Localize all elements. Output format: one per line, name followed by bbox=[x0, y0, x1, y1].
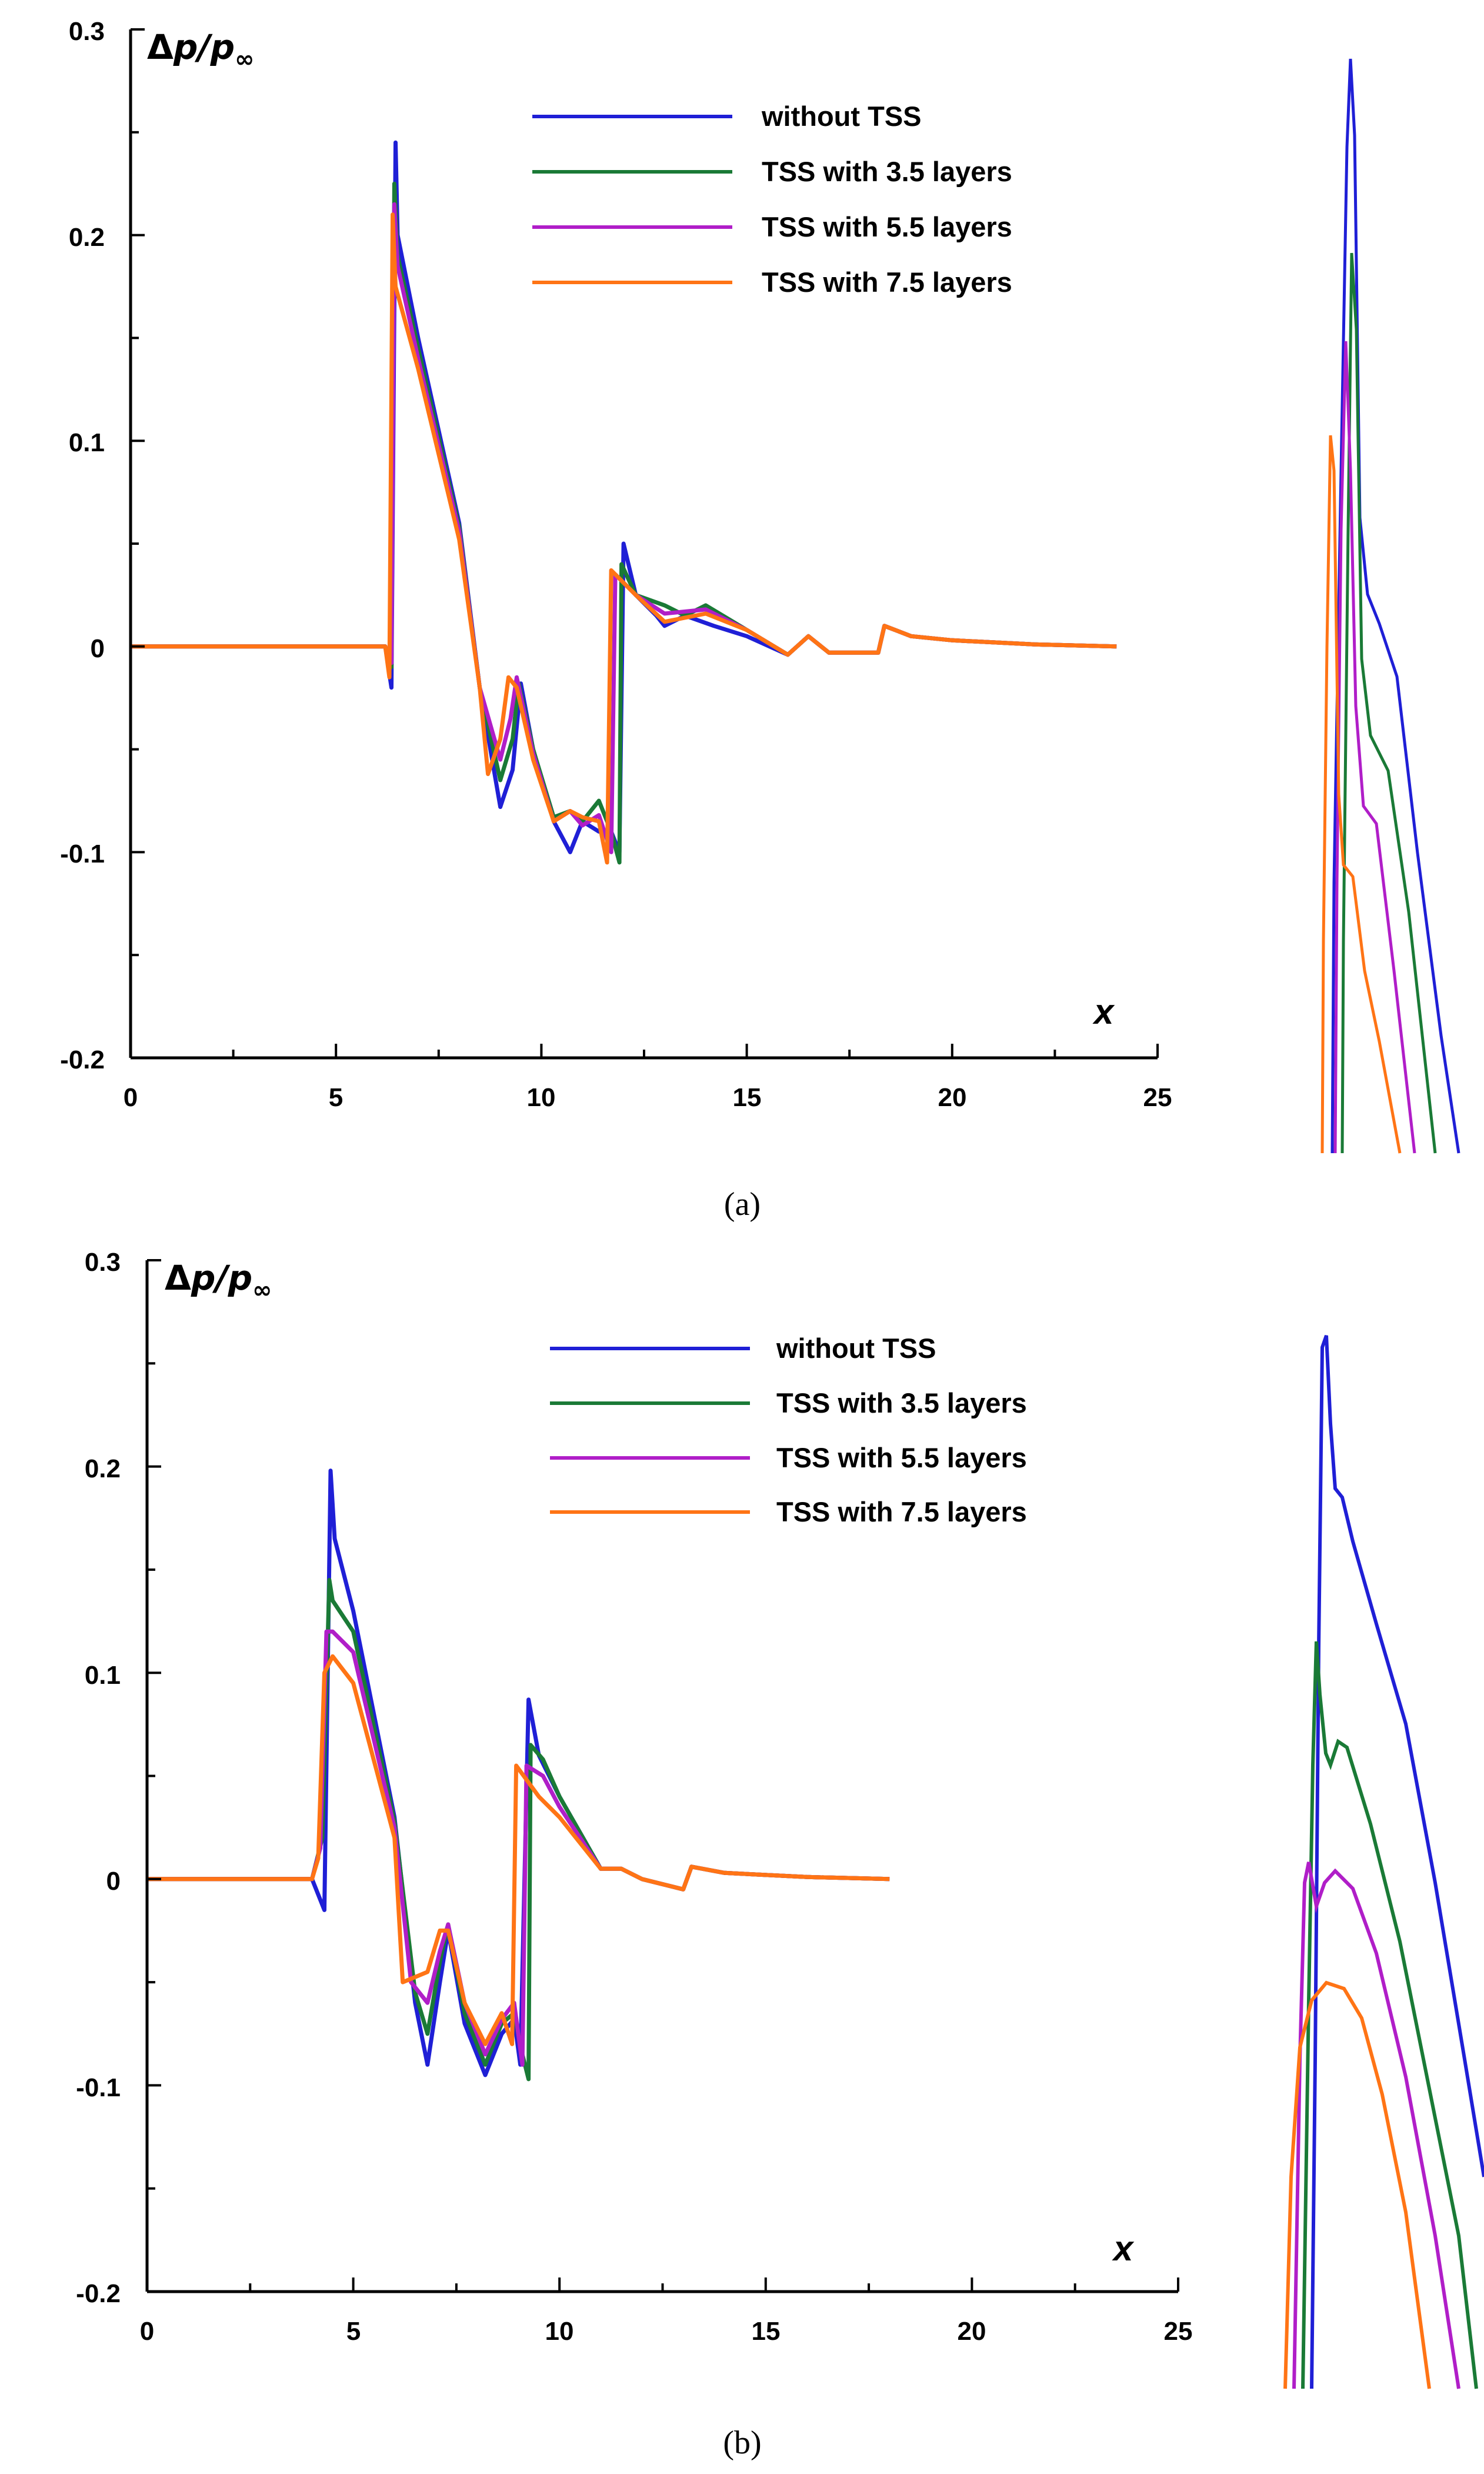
y-tick-label-a-1: 0.2 bbox=[69, 223, 105, 252]
x-tick-label-a-4: 20 bbox=[938, 1083, 967, 1112]
y-axis-title-b-p: p bbox=[191, 1258, 216, 1298]
y-tick-label-a-0: 0.3 bbox=[69, 17, 105, 46]
x-axis-title-b: x bbox=[1112, 2229, 1135, 2268]
zoom-curve-b-1 bbox=[1301, 1641, 1478, 2389]
x-tick-label-a-2: 10 bbox=[527, 1083, 556, 1112]
y-axis-title-a: Δp/p∞ bbox=[147, 27, 254, 73]
legend-label-b-0: without TSS bbox=[776, 1333, 936, 1364]
y-axis-title-a-p: p bbox=[173, 27, 198, 67]
y-tick-label-a-3: 0 bbox=[91, 634, 105, 663]
y-axis-title-b-sub: ∞ bbox=[252, 1277, 272, 1304]
panel-b: 0.3 0.2 0.1 0 -0.1 -0.2 0 5 10 15 20 25 … bbox=[76, 1248, 1484, 2461]
series-line-a-3 bbox=[131, 212, 1117, 865]
x-tick-label-a-0: 0 bbox=[124, 1083, 138, 1112]
legend-a: without TSS TSS with 3.5 layers TSS with… bbox=[532, 101, 1012, 298]
zoom-curve-b-0 bbox=[1310, 1335, 1484, 2389]
y-tick-label-b-5: -0.2 bbox=[76, 2279, 121, 2308]
series-line-a-2 bbox=[131, 202, 1117, 854]
y-tick-label-a-2: 0.1 bbox=[69, 428, 105, 457]
y-axis-title-b-slash: / bbox=[212, 1258, 231, 1298]
plot-area-b bbox=[147, 1469, 890, 2082]
y-axis-title-b-delta: Δ bbox=[165, 1258, 191, 1298]
legend-label-b-2: TSS with 5.5 layers bbox=[776, 1442, 1027, 1473]
y-tick-label-b-3: 0 bbox=[106, 1867, 121, 1896]
legend-b: without TSS TSS with 3.5 layers TSS with… bbox=[550, 1333, 1027, 1527]
series-line-b-2 bbox=[147, 1629, 890, 2067]
x-tick-label-a-5: 25 bbox=[1143, 1083, 1172, 1112]
zoom-inset-b bbox=[1283, 1335, 1484, 2389]
legend-label-a-3: TSS with 7.5 layers bbox=[762, 267, 1012, 298]
x-tick-label-b-2: 10 bbox=[545, 2317, 574, 2346]
zoom-curve-a-3 bbox=[1320, 435, 1402, 1154]
y-tick-label-a-4: -0.1 bbox=[60, 840, 105, 868]
x-tick-label-b-3: 15 bbox=[752, 2317, 781, 2346]
series-line-b-1 bbox=[147, 1577, 890, 2082]
x-tick-label-a-1: 5 bbox=[329, 1083, 343, 1112]
plot-area-a bbox=[131, 140, 1117, 865]
y-tick-label-b-1: 0.2 bbox=[85, 1454, 121, 1483]
y-axis-title-a-p2: p bbox=[210, 27, 235, 67]
legend-label-b-1: TSS with 3.5 layers bbox=[776, 1387, 1027, 1419]
zoom-curve-b-2 bbox=[1292, 1862, 1460, 2389]
x-tick-label-b-0: 0 bbox=[140, 2317, 154, 2346]
y-axis-title-a-sub: ∞ bbox=[235, 46, 254, 73]
y-axis-title-a-delta: Δ bbox=[147, 27, 174, 67]
x-tick-label-b-5: 25 bbox=[1164, 2317, 1193, 2346]
legend-label-a-2: TSS with 5.5 layers bbox=[762, 211, 1012, 242]
zoom-curve-a-2 bbox=[1333, 341, 1416, 1154]
zoom-inset-a bbox=[1320, 58, 1460, 1154]
caption-a: (a) bbox=[724, 1186, 761, 1223]
y-tick-label-a-5: -0.2 bbox=[60, 1045, 105, 1074]
x-tick-label-a-3: 15 bbox=[733, 1083, 762, 1112]
series-line-a-0 bbox=[131, 140, 1117, 854]
y-axis-title-b: Δp/p∞ bbox=[165, 1258, 272, 1304]
x-tick-label-b-1: 5 bbox=[346, 2317, 361, 2346]
caption-b: (b) bbox=[723, 2425, 761, 2461]
y-tick-label-b-2: 0.1 bbox=[85, 1661, 121, 1690]
zoom-curve-b-3 bbox=[1283, 1980, 1431, 2389]
x-tick-label-b-4: 20 bbox=[958, 2317, 986, 2346]
legend-label-b-3: TSS with 7.5 layers bbox=[776, 1496, 1027, 1527]
y-tick-label-b-0: 0.3 bbox=[85, 1248, 121, 1277]
y-axis-title-a-slash: / bbox=[194, 27, 213, 67]
legend-label-a-1: TSS with 3.5 layers bbox=[762, 156, 1012, 187]
series-line-b-3 bbox=[147, 1654, 890, 2046]
panel-a: 0.3 0.2 0.1 0 -0.1 -0.2 0 5 10 15 20 25 … bbox=[60, 17, 1460, 1223]
x-axis-title-a: x bbox=[1092, 992, 1115, 1031]
y-axis-title-b-p2: p bbox=[228, 1258, 253, 1298]
legend-label-a-0: without TSS bbox=[761, 101, 922, 132]
zoom-curve-a-1 bbox=[1340, 252, 1437, 1154]
y-tick-label-b-4: -0.1 bbox=[76, 2073, 121, 2102]
series-line-b-0 bbox=[147, 1469, 890, 2077]
